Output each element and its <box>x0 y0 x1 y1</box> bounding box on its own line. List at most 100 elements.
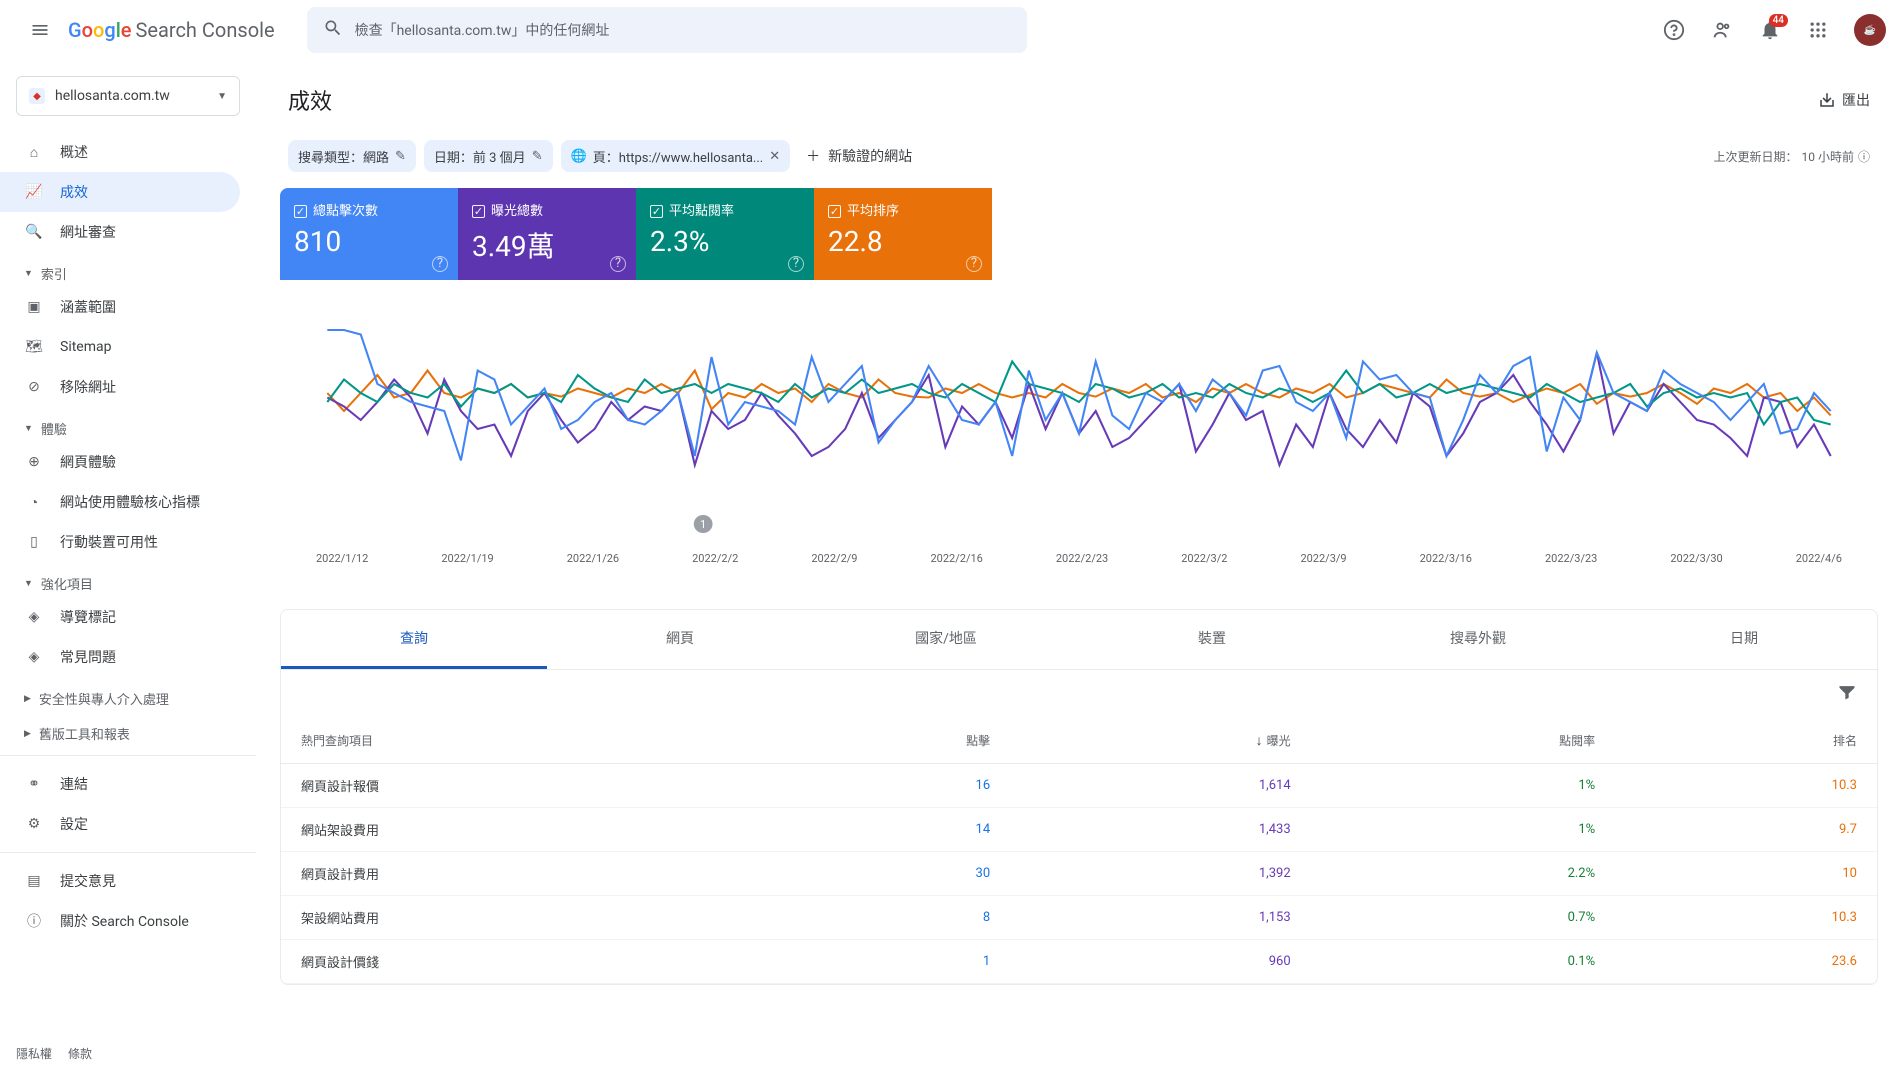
metric-card[interactable]: ✓曝光總數3.49萬? <box>458 188 636 280</box>
search-icon <box>323 18 343 42</box>
sidebar-item-removals[interactable]: ⊘移除網址 <box>0 367 240 407</box>
checkbox-icon: ✓ <box>650 205 663 218</box>
cell-position: 9.7 <box>1615 808 1877 852</box>
apps-grid-icon <box>1808 20 1828 40</box>
faq-icon: ◈ <box>24 649 44 665</box>
table-row[interactable]: 架設網站費用81,1530.7%10.3 <box>281 896 1877 940</box>
sidebar-section-experience[interactable]: ▼體驗 <box>0 415 256 442</box>
cell-query: 網站架設費用 <box>281 808 754 852</box>
chart-x-axis: 2022/1/122022/1/192022/1/262022/2/22022/… <box>296 544 1862 581</box>
sidebar-item-overview[interactable]: ⌂ 概述 <box>0 132 240 172</box>
apps-button[interactable] <box>1798 10 1838 50</box>
sidebar-item-settings[interactable]: ⚙設定 <box>0 804 240 844</box>
main-content: 成效 匯出 搜尋類型：網路✎ 日期：前 3 個月✎ 🌐頁：https://www… <box>256 60 1902 1009</box>
sidebar-item-url-inspection[interactable]: 🔍網址審查 <box>0 212 240 252</box>
metric-card[interactable]: ✓平均排序22.8? <box>814 188 992 280</box>
help-icon[interactable]: ? <box>610 256 626 272</box>
hamburger-menu-button[interactable] <box>16 6 64 54</box>
help-icon[interactable]: ⓘ <box>1858 148 1870 165</box>
sidebar-section-legacy[interactable]: ▶舊版工具和報表 <box>0 720 256 747</box>
filter-search-type[interactable]: 搜尋類型：網路✎ <box>288 140 416 172</box>
users-button[interactable] <box>1702 10 1742 50</box>
x-tick-label: 2022/3/9 <box>1300 552 1346 565</box>
x-tick-label: 2022/1/19 <box>441 552 493 565</box>
collapse-icon: ▼ <box>24 268 33 279</box>
property-selector[interactable]: ◆ hellosanta.com.tw ▼ <box>16 76 240 116</box>
help-icon[interactable]: ? <box>788 256 804 272</box>
col-position[interactable]: 排名 <box>1615 718 1877 764</box>
url-inspection-search[interactable]: 檢查「hellosanta.com.tw」中的任何網址 <box>307 7 1027 53</box>
sidebar-item-breadcrumbs[interactable]: ◈導覽標記 <box>0 597 240 637</box>
col-impressions[interactable]: ↓曝光 <box>1010 718 1310 764</box>
table-row[interactable]: 網頁設計報價161,6141%10.3 <box>281 764 1877 808</box>
performance-chart[interactable]: 1 <box>296 300 1862 540</box>
cell-query: 網頁設計報價 <box>281 764 754 808</box>
sidebar-section-enhancements[interactable]: ▼強化項目 <box>0 570 256 597</box>
export-button[interactable]: 匯出 <box>1818 90 1870 110</box>
chevron-down-icon: ▼ <box>217 91 227 102</box>
svg-text:1: 1 <box>700 518 706 531</box>
col-query[interactable]: 熱門查詢項目 <box>281 718 754 764</box>
sidebar-item-faq[interactable]: ◈常見問題 <box>0 637 240 677</box>
account-avatar[interactable]: ☕ <box>1854 14 1886 46</box>
sidebar-item-mobile-usability[interactable]: ▯行動裝置可用性 <box>0 522 240 562</box>
x-tick-label: 2022/3/23 <box>1545 552 1597 565</box>
add-filter-button[interactable]: ＋新驗證的網站 <box>798 146 920 166</box>
sidebar-section-security[interactable]: ▶安全性與專人介入處理 <box>0 685 256 712</box>
table-row[interactable]: 網頁設計費用301,3922.2%10 <box>281 852 1877 896</box>
x-tick-label: 2022/2/23 <box>1056 552 1108 565</box>
sort-desc-icon: ↓ <box>1256 733 1263 749</box>
col-clicks[interactable]: 點擊 <box>754 718 1010 764</box>
table-row[interactable]: 網站架設費用141,4331%9.7 <box>281 808 1877 852</box>
sidebar-item-coverage[interactable]: ▣涵蓋範圍 <box>0 287 240 327</box>
home-icon: ⌂ <box>24 144 44 161</box>
sidebar-section-index[interactable]: ▼索引 <box>0 260 256 287</box>
sidebar-item-about[interactable]: ⓘ關於 Search Console <box>0 901 240 941</box>
terms-link[interactable]: 條款 <box>68 1045 92 1062</box>
sidebar-item-core-web-vitals[interactable]: ◔網站使用體驗核心指標 <box>0 482 240 522</box>
sidebar-item-sitemaps[interactable]: 🗺Sitemap <box>0 327 240 367</box>
sidebar-item-feedback[interactable]: ▤提交意見 <box>0 861 240 901</box>
metric-card[interactable]: ✓平均點閱率2.3%? <box>636 188 814 280</box>
tab[interactable]: 搜尋外觀 <box>1345 610 1611 669</box>
tab[interactable]: 查詢 <box>281 610 547 669</box>
product-logo[interactable]: Google Search Console <box>68 18 275 42</box>
sidebar: ◆ hellosanta.com.tw ▼ ⌂概述 📈成效 🔍網址審查 ▼索引 … <box>0 60 256 1009</box>
sidebar-item-label: 行動裝置可用性 <box>60 532 158 552</box>
filter-date[interactable]: 日期：前 3 個月✎ <box>424 140 553 172</box>
help-icon[interactable]: ? <box>966 256 982 272</box>
table-row[interactable]: 網頁設計價錢19600.1%23.6 <box>281 940 1877 984</box>
gear-icon: ⚙ <box>24 816 44 832</box>
tab[interactable]: 國家/地區 <box>813 610 1079 669</box>
sidebar-item-links[interactable]: ⚭連結 <box>0 764 240 804</box>
filter-icon[interactable] <box>1837 682 1857 706</box>
metric-card[interactable]: ✓總點擊次數810? <box>280 188 458 280</box>
tab[interactable]: 日期 <box>1611 610 1877 669</box>
cell-position: 23.6 <box>1615 940 1877 984</box>
plus-circle-icon: ⊕ <box>24 454 44 470</box>
help-icon[interactable]: ? <box>432 256 448 272</box>
sidebar-item-page-experience[interactable]: ⊕ 網頁體驗 <box>0 442 240 482</box>
help-button[interactable] <box>1654 10 1694 50</box>
close-icon[interactable]: ✕ <box>769 149 780 164</box>
sidebar-item-label: 概述 <box>60 142 88 162</box>
tab[interactable]: 網頁 <box>547 610 813 669</box>
tab[interactable]: 裝置 <box>1079 610 1345 669</box>
notifications-button[interactable]: 44 <box>1750 10 1790 50</box>
cell-ctr: 1% <box>1311 764 1616 808</box>
sidebar-item-performance[interactable]: 📈成效 <box>0 172 240 212</box>
metric-value: 810 <box>294 225 444 258</box>
coverage-icon: ▣ <box>24 299 44 315</box>
sidebar-item-label: 移除網址 <box>60 377 116 397</box>
privacy-link[interactable]: 隱私權 <box>16 1045 52 1062</box>
col-ctr[interactable]: 點閱率 <box>1311 718 1616 764</box>
collapse-icon: ▼ <box>24 423 33 434</box>
cell-ctr: 0.1% <box>1311 940 1616 984</box>
chart-icon: 📈 <box>24 184 44 200</box>
collapse-icon: ▼ <box>24 578 33 589</box>
filter-page[interactable]: 🌐頁：https://www.hellosanta...✕ <box>561 140 791 172</box>
sidebar-item-label: 網頁體驗 <box>60 452 116 472</box>
page-title: 成效 <box>288 84 332 116</box>
x-tick-label: 2022/1/12 <box>316 552 368 565</box>
sidebar-item-label: Sitemap <box>60 339 111 355</box>
